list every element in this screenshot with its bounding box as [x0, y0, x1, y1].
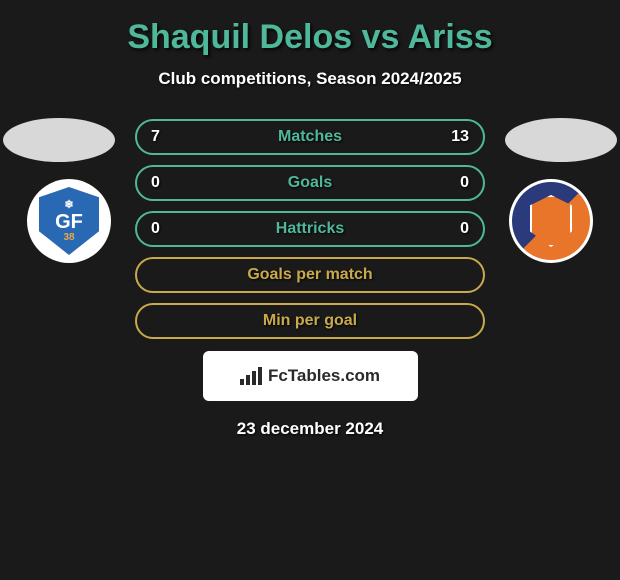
bar-chart-icon: [240, 367, 262, 385]
stat-label: Min per goal: [263, 312, 357, 330]
stat-left-value: 0: [151, 220, 160, 238]
comparison-card: Shaquil Delos vs Ariss Club competitions…: [0, 0, 620, 449]
team-badge-left: ❄ GF 38: [24, 176, 114, 266]
date-text: 23 december 2024: [0, 419, 620, 439]
badge-left-circle: ❄ GF 38: [27, 179, 111, 263]
shield-icon: [530, 195, 572, 247]
team-badge-right: [506, 176, 596, 266]
stat-right-value: 0: [460, 174, 469, 192]
stat-label: Goals: [288, 174, 332, 192]
stat-row-goals-per-match: Goals per match: [135, 257, 485, 293]
stat-row-matches: 7 Matches 13: [135, 119, 485, 155]
snowflake-icon: ❄: [64, 200, 73, 211]
brand-text: FcTables.com: [268, 366, 380, 386]
branding: FcTables.com: [203, 351, 418, 401]
badge-letters: GF: [55, 212, 83, 232]
player-right-ellipse: [505, 118, 617, 162]
page-title: Shaquil Delos vs Ariss: [0, 18, 620, 57]
player-left-ellipse: [3, 118, 115, 162]
stat-label: Goals per match: [247, 266, 372, 284]
stat-right-value: 13: [451, 128, 469, 146]
subtitle: Club competitions, Season 2024/2025: [0, 69, 620, 89]
stat-label: Hattricks: [276, 220, 344, 238]
stat-label: Matches: [278, 128, 342, 146]
badge-number: 38: [63, 233, 74, 243]
stat-right-value: 0: [460, 220, 469, 238]
shield-icon: ❄ GF 38: [39, 187, 99, 255]
stat-row-hattricks: 0 Hattricks 0: [135, 211, 485, 247]
stats-list: 7 Matches 13 0 Goals 0 0 Hattricks 0 Goa…: [135, 119, 485, 339]
stat-row-goals: 0 Goals 0: [135, 165, 485, 201]
stat-left-value: 0: [151, 174, 160, 192]
stat-row-min-per-goal: Min per goal: [135, 303, 485, 339]
stat-left-value: 7: [151, 128, 160, 146]
badge-right-circle: [509, 179, 593, 263]
